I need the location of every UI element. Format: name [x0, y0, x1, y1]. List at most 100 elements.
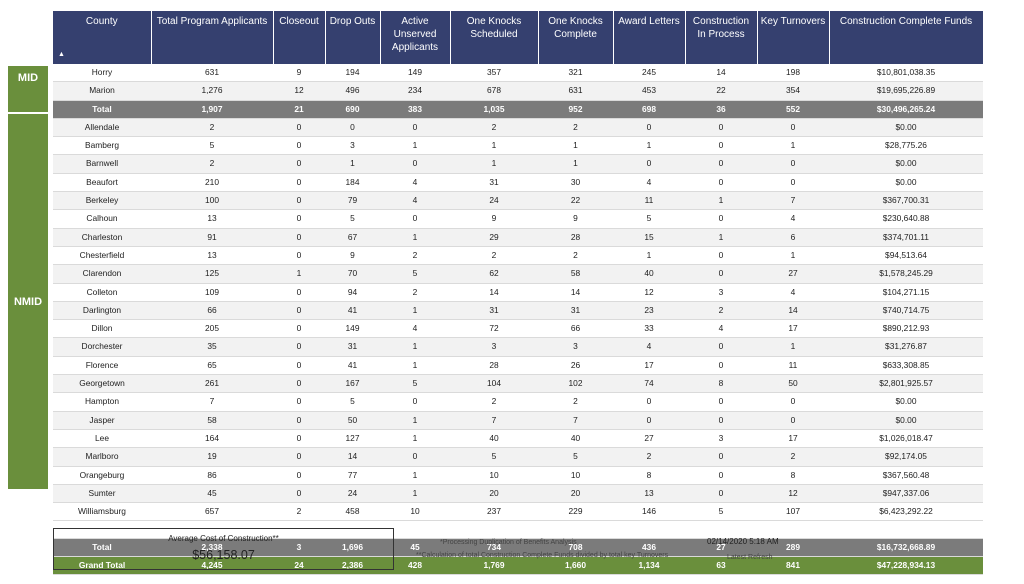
- table-cell: 7: [151, 392, 273, 412]
- table-cell: 1: [450, 136, 538, 156]
- table-cell: 2: [151, 118, 273, 138]
- refresh-label: Latest Refresh: [727, 554, 773, 561]
- column-header-2[interactable]: Closeout: [273, 11, 326, 64]
- table-cell: 245: [613, 64, 685, 83]
- column-header-label: Total Program Applicants: [156, 16, 268, 27]
- table-cell: 5: [380, 374, 450, 394]
- table-cell: 40: [538, 429, 613, 449]
- table-cell: 79: [325, 191, 380, 211]
- table-cell: 14: [685, 64, 757, 83]
- table-row: Jasper 58 0 50 1 7 7 0 0 0 $0.00: [53, 411, 983, 430]
- table-cell: 0: [757, 173, 829, 193]
- table-cell: 0: [685, 173, 757, 193]
- separator-cell: [53, 520, 983, 539]
- table-cell: $230,640.88: [829, 209, 983, 229]
- table-cell: $104,271.15: [829, 283, 983, 302]
- table-cell: 164: [151, 429, 273, 449]
- table-cell: 23: [613, 301, 685, 321]
- table-cell: 12: [757, 484, 829, 504]
- table-cell: 4: [380, 319, 450, 339]
- table-cell: Charleston: [53, 228, 151, 247]
- table-cell: 67: [325, 228, 380, 247]
- table-cell: Bamberg: [53, 136, 151, 156]
- table-cell: 30: [538, 173, 613, 193]
- column-header-4[interactable]: Active Unserved Applicants: [380, 11, 451, 64]
- table-cell: 3: [538, 337, 613, 357]
- table-cell: 94: [325, 283, 380, 302]
- sort-ascending-icon[interactable]: ▲: [58, 51, 65, 58]
- table-cell: 1,660: [538, 556, 613, 576]
- table-cell: 7: [538, 411, 613, 430]
- table-cell: 4: [685, 319, 757, 339]
- table-cell: 0: [273, 228, 325, 247]
- table-cell: $0.00: [829, 173, 983, 193]
- table-cell: 0: [273, 246, 325, 266]
- table-row: Bamberg 5 0 3 1 1 1 1 0 1 $28,775.26: [53, 136, 983, 156]
- table-cell: 0: [613, 154, 685, 174]
- table-cell: 0: [273, 191, 325, 211]
- table-cell: 14: [538, 283, 613, 302]
- table-cell: 5: [538, 447, 613, 467]
- table-cell: $0.00: [829, 154, 983, 174]
- table-cell: 31: [450, 173, 538, 193]
- table-cell: 22: [538, 191, 613, 211]
- table-cell: 8: [613, 466, 685, 485]
- table-row: Darlington 66 0 41 1 31 31 23 2 14 $740,714.75: [53, 301, 983, 321]
- average-cost-title: Average Cost of Construction**: [168, 534, 279, 543]
- table-cell: 4: [757, 209, 829, 229]
- table-cell: 63: [685, 556, 757, 576]
- table-row: Hampton 7 0 5 0 2 2 0 0 0 $0.00: [53, 392, 983, 412]
- table-header: County ▲ Total Program Applicants Closeout D…: [53, 11, 984, 64]
- table-cell: 2: [450, 118, 538, 138]
- table-cell: 102: [538, 374, 613, 394]
- table-cell: 14: [757, 301, 829, 321]
- table-cell: Orangeburg: [53, 466, 151, 485]
- table-cell: 1,769: [450, 556, 538, 576]
- table-cell: 321: [538, 64, 613, 83]
- table-row: Clarendon 125 1 70 5 62 58 40 0 27 $1,578,245.29: [53, 264, 983, 284]
- column-header-label: County: [85, 16, 118, 27]
- table-cell: 734: [450, 538, 538, 558]
- table-cell: 149: [325, 319, 380, 339]
- table-cell: 1: [380, 429, 450, 449]
- table-cell: 3: [685, 283, 757, 302]
- table-cell: 24: [325, 484, 380, 504]
- table-cell: 289: [757, 538, 829, 558]
- table-cell: 1: [380, 411, 450, 430]
- column-header-8[interactable]: Construction In Process: [685, 11, 758, 64]
- column-header-7[interactable]: Award Letters: [613, 11, 686, 64]
- table-cell: 4: [380, 173, 450, 193]
- column-header-label: Award Letters: [618, 16, 680, 27]
- table-cell: 28: [450, 356, 538, 376]
- table-cell: 5: [325, 209, 380, 229]
- table-cell: Calhoun: [53, 209, 151, 229]
- table-cell: Florence: [53, 356, 151, 376]
- column-header-9[interactable]: Key Turnovers: [757, 11, 830, 64]
- column-header-5[interactable]: One Knocks Scheduled: [450, 11, 539, 64]
- table-cell: 45: [151, 484, 273, 504]
- column-header-3[interactable]: Drop Outs: [325, 11, 381, 64]
- column-header-1[interactable]: Total Program Applicants: [151, 11, 274, 64]
- table-cell: 690: [325, 100, 380, 119]
- column-header-label: Drop Outs: [329, 16, 376, 27]
- table-cell: 11: [757, 356, 829, 376]
- column-header-label: One Knocks Scheduled: [466, 16, 522, 40]
- table-row: Marlboro 19 0 14 0 5 5 2 0 2 $92,174.05: [53, 447, 983, 467]
- column-header-6[interactable]: One Knocks Complete: [538, 11, 614, 64]
- table-cell: 0: [273, 118, 325, 138]
- table-cell: 21: [273, 100, 325, 119]
- table-cell: 2: [450, 392, 538, 412]
- mid-total-row: Total 1,907 21 690 383 1,035 952 698 36 552 $30,49…: [53, 100, 983, 119]
- table-cell: 0: [325, 118, 380, 138]
- table-cell: 4: [613, 337, 685, 357]
- column-header-0[interactable]: County ▲: [53, 11, 152, 64]
- table-cell: 1: [757, 136, 829, 156]
- table-cell: 496: [325, 81, 380, 101]
- column-header-10[interactable]: Construction Complete Funds: [829, 11, 984, 64]
- table-cell: 657: [151, 502, 273, 522]
- table-cell: 0: [685, 118, 757, 138]
- table-cell: 70: [325, 264, 380, 284]
- table-cell: 2: [685, 301, 757, 321]
- table-cell: 0: [685, 246, 757, 266]
- table-cell: 40: [450, 429, 538, 449]
